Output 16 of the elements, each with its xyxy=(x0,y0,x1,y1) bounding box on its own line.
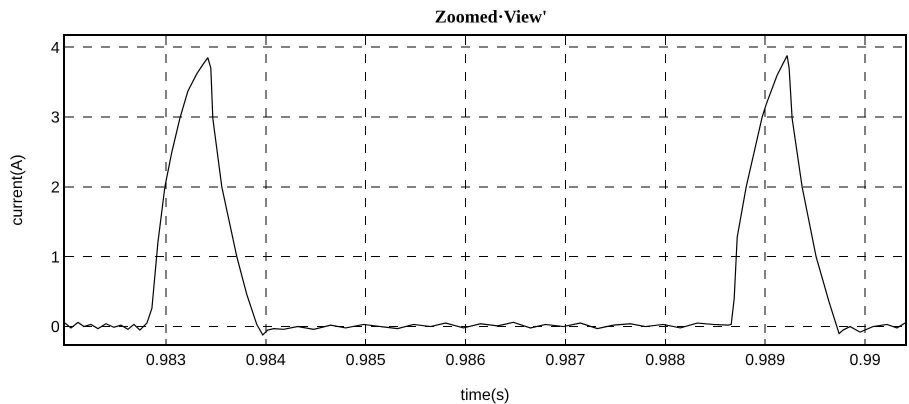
y-tick-label: 3 xyxy=(50,110,60,127)
y-tick-label: 2 xyxy=(50,179,60,196)
y-tick-label: 1 xyxy=(50,249,60,266)
x-tick-label: 0.984 xyxy=(246,352,286,370)
x-tick-label: 0.986 xyxy=(445,352,486,370)
x-axis-title: time(s) xyxy=(460,387,510,404)
x-tick-label: 0.985 xyxy=(346,352,386,370)
x-tick-label: 0.99 xyxy=(849,352,881,370)
y-axis-title: current(A) xyxy=(9,154,26,226)
x-tick-label: 0.989 xyxy=(745,352,786,370)
y-tick-label: 4 xyxy=(50,40,60,57)
x-tick-label: 0.988 xyxy=(645,352,686,370)
y-tick-label: 0 xyxy=(50,319,60,336)
x-tick-label: 0.983 xyxy=(146,352,186,370)
chart-title: Zoomed·View' xyxy=(434,6,548,27)
x-tick-label: 0.987 xyxy=(545,352,586,370)
